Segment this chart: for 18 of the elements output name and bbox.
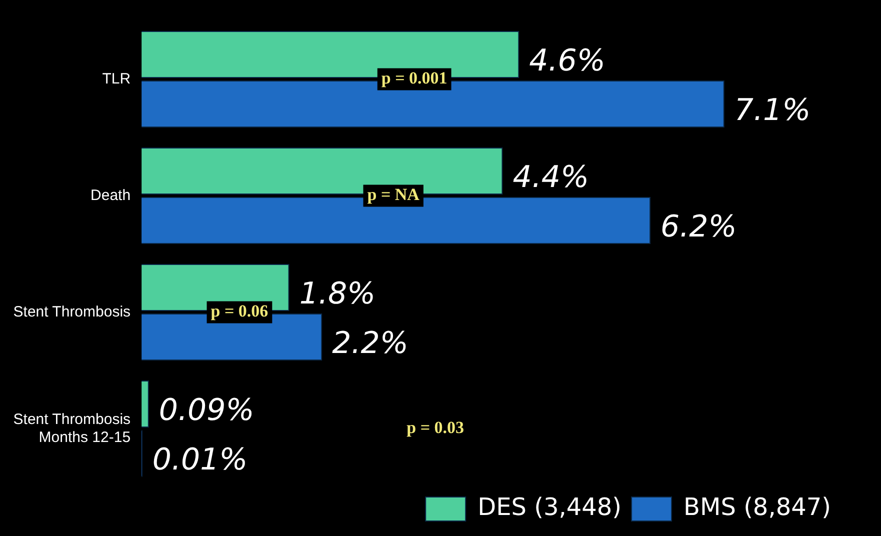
data-label: 0.09% [158, 392, 254, 428]
annotation: p = 0.001 [381, 68, 448, 88]
legend-label: DES (3,448) [478, 493, 622, 522]
data-label: 6.2% [660, 209, 737, 244]
annotation: p = 0.06 [210, 302, 268, 321]
y-tick-label: Death [90, 186, 131, 204]
legend-label: BMS (8,847) [684, 493, 831, 522]
data-label: 7.1% [734, 92, 811, 128]
y-tick-label: TLR [102, 70, 131, 88]
y-tick-label: Stent Thrombosis [13, 303, 131, 320]
data-label: 2.2% [332, 326, 408, 361]
annotation: p = 0.03 [406, 418, 464, 438]
annotation: p = NA [367, 185, 420, 204]
data-label: 4.6% [529, 43, 606, 78]
data-label: 1.8% [299, 276, 376, 312]
data-label: 0.01% [152, 442, 248, 478]
data-label: 4.4% [512, 160, 589, 195]
y-tick-label: Stent Thrombosis Months 12-15 [13, 410, 131, 446]
